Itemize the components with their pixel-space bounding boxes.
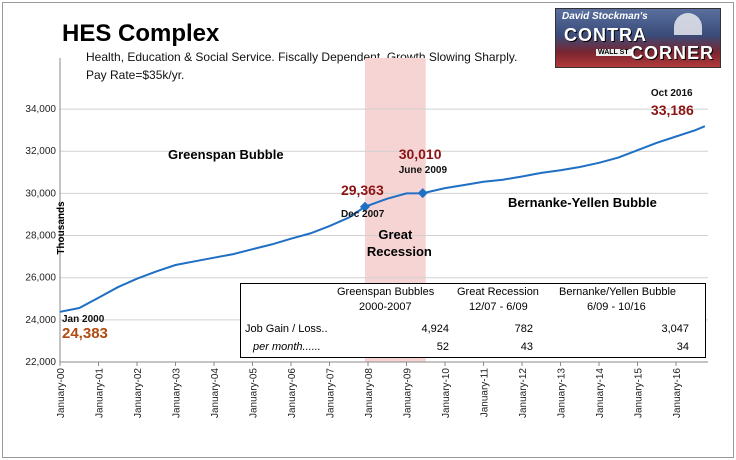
annotation-value: 30,010 — [399, 146, 442, 162]
y-tick-label: 28,000 — [25, 231, 56, 242]
x-tick-label: January-09 — [403, 368, 414, 418]
annotation-value: 24,383 — [62, 325, 108, 342]
y-tick-label: 24,000 — [25, 315, 56, 326]
recession-label-line-2: Recession — [367, 244, 432, 259]
annotation-value: 29,363 — [341, 182, 384, 198]
logo-line-3: CORNER — [630, 43, 715, 63]
series-line — [59, 125, 706, 313]
x-tick-labels: January-00 January-01 January-02 January-03… — [56, 362, 683, 418]
x-tick-label: January-04 — [210, 368, 221, 418]
x-tick-label: January-12 — [518, 368, 529, 418]
y-tick-label: 22,000 — [25, 357, 56, 368]
x-tick-label: January-00 — [56, 368, 67, 418]
x-tick-label: January-11 — [480, 368, 491, 418]
greenspan-bubble-label: Greenspan Bubble — [168, 147, 284, 162]
table-cell: 43 — [520, 341, 533, 353]
y-tick-label: 34,000 — [25, 104, 56, 115]
x-tick-label: January-15 — [634, 368, 645, 418]
y-tick-label: 26,000 — [25, 273, 56, 284]
data-point-marker — [417, 188, 428, 199]
annotation-value: 33,186 — [651, 102, 694, 118]
bernanke-yellen-bubble-label: Bernanke-Yellen Bubble — [508, 195, 657, 210]
y-tick-label: 30,000 — [25, 188, 56, 199]
x-tick-label: January-01 — [95, 368, 106, 418]
x-tick-label: January-06 — [287, 368, 298, 418]
y-tick-label: 32,000 — [25, 146, 56, 157]
table-cell: 52 — [436, 341, 449, 353]
data-point-marker — [359, 201, 370, 212]
table-row-label: Job Gain / Loss.. — [245, 323, 328, 335]
x-tick-label: January-03 — [172, 368, 183, 418]
table-cell: 4,924 — [421, 323, 449, 335]
summary-table: Greenspan Bubbles 2000-2007 Great Recess… — [240, 283, 706, 358]
annotation-date: Dec 2007 — [341, 209, 385, 220]
x-tick-label: January-07 — [326, 368, 337, 418]
table-cell: 34 — [676, 341, 689, 353]
table-row-label: per month...... — [253, 341, 321, 353]
table-header-col3-line1: Bernanke/Yellen Bubble — [559, 286, 677, 298]
x-tick-label: January-13 — [557, 368, 568, 418]
x-tick-label: January-16 — [672, 368, 683, 418]
annotation-date: Oct 2016 — [651, 88, 693, 99]
y-tick-labels: 22,000 24,000 26,000 28,000 30,000 32,000 34,0… — [25, 104, 56, 368]
annotation-markers — [359, 188, 428, 212]
recession-label-line-1: Great — [378, 227, 413, 242]
x-tick-label: January-14 — [595, 368, 606, 418]
x-tick-label: January-08 — [364, 368, 375, 418]
x-tick-label: January-05 — [249, 368, 260, 418]
pay-rate-note: Pay Rate=$35k/yr. — [86, 68, 185, 82]
wall-street-sign: WALL ST — [596, 49, 631, 56]
table-cell: 3,047 — [661, 323, 689, 335]
table-header-col1-line1: Greenspan Bubbles — [337, 286, 435, 298]
annotation-date: June 2009 — [399, 165, 448, 176]
table-header-col3-line2: 6/09 - 10/16 — [587, 301, 646, 313]
annotation-date: Jan 2000 — [62, 314, 105, 325]
table-header-col2-line1: Great Recession — [457, 286, 539, 298]
table-header-col2-line2: 12/07 - 6/09 — [469, 301, 528, 313]
x-tick-label: January-10 — [441, 368, 452, 418]
logo-line-1: David Stockman's — [562, 11, 648, 22]
y-axis-label: Thousands — [56, 201, 67, 255]
x-tick-label: January-02 — [133, 368, 144, 418]
logo-line-2: CONTRA — [564, 25, 647, 45]
chart-title: HES Complex — [62, 20, 220, 47]
capitol-dome-icon — [674, 13, 702, 35]
contra-corner-logo: David Stockman's CONTRA WALL ST CORNER — [555, 8, 721, 68]
table-header-col1-line2: 2000-2007 — [359, 301, 412, 313]
table-cell: 782 — [514, 323, 533, 335]
